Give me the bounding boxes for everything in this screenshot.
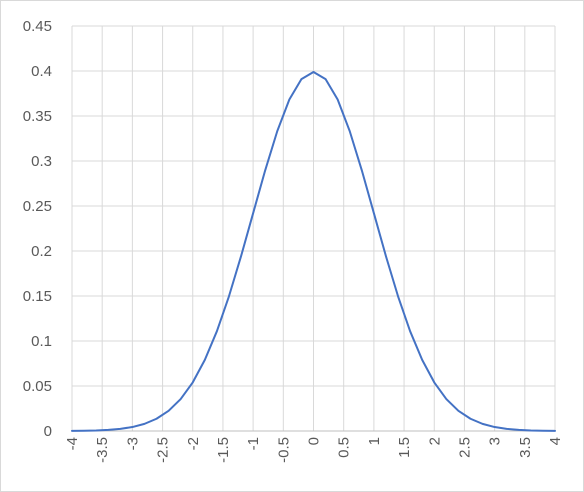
y-tick-label: 0.15	[23, 288, 52, 305]
x-tick-label: 1	[366, 437, 383, 445]
series-layer	[71, 70, 556, 432]
x-tick-label: -2.5	[155, 437, 172, 463]
x-tick-label: 0	[306, 437, 323, 445]
y-tick-label: 0	[44, 423, 52, 440]
tick-labels: 00.050.10.150.20.250.30.350.40.45-4 -3.5-…	[23, 18, 564, 463]
x-tick-label: -3.5	[94, 437, 111, 463]
grid	[71, 25, 556, 431]
x-tick-label: 3	[487, 437, 504, 445]
y-tick-label: 0.1	[31, 333, 52, 350]
x-tick-label: 0.5	[336, 437, 353, 458]
x-tick-label: -0.5	[275, 437, 292, 463]
x-tick-label: -3	[124, 437, 141, 450]
x-tick-label: -2	[185, 437, 202, 450]
y-tick-label: 0.3	[31, 153, 52, 170]
y-tick-label: 0.35	[23, 108, 52, 125]
y-tick-label: 0.25	[23, 198, 52, 215]
x-tick-label: 4	[547, 437, 564, 445]
y-tick-label: 0.45	[23, 18, 52, 35]
x-tick-label: 2.5	[456, 437, 473, 458]
y-tick-label: 0.05	[23, 378, 52, 395]
x-tick-label: 2	[426, 437, 443, 445]
y-tick-label: 0.2	[31, 243, 52, 260]
series-line	[71, 70, 556, 432]
x-tick-label: 1.5	[396, 437, 413, 458]
x-tick-label: -1.5	[215, 437, 232, 463]
x-tick-label: -1	[245, 437, 262, 450]
x-tick-label: 3.5	[517, 437, 534, 458]
x-tick-label: -4	[64, 437, 81, 450]
y-tick-label: 0.4	[31, 63, 52, 80]
